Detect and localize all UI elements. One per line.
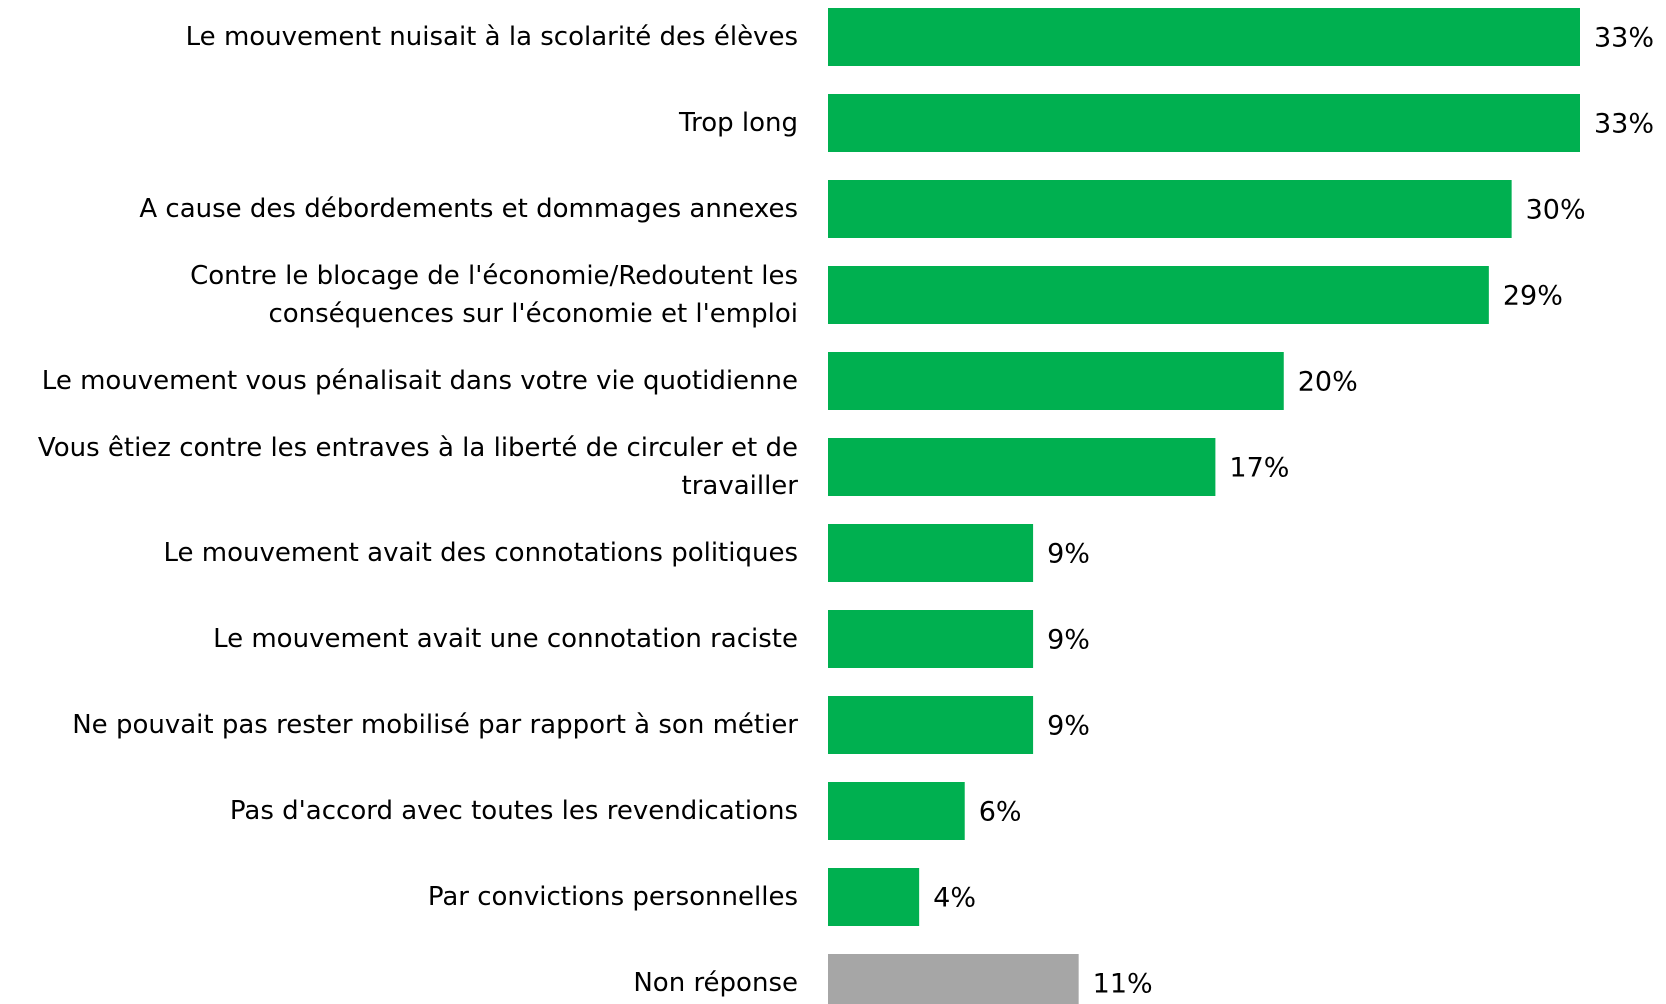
bar — [828, 610, 1034, 668]
category-label: Le mouvement avait des connotations poli… — [163, 538, 799, 568]
value-label: 30% — [1526, 195, 1586, 226]
category-label: Contre le blocage de l'économie/Redouten… — [190, 261, 798, 329]
bar — [828, 696, 1034, 754]
category-label: Le mouvement vous pénalisait dans votre … — [41, 366, 798, 396]
bar — [828, 94, 1580, 152]
bar — [828, 438, 1216, 496]
bar — [828, 524, 1034, 582]
category-label: Trop long — [679, 108, 798, 138]
category-label: Ne pouvait pas rester mobilisé par rappo… — [72, 710, 798, 740]
category-label: Par convictions personnelles — [427, 882, 798, 912]
category-label: Le mouvement nuisait à la scolarité des … — [185, 22, 798, 52]
value-label: 33% — [1594, 23, 1654, 54]
bar — [828, 266, 1489, 324]
value-label: 17% — [1229, 453, 1289, 484]
category-label: A cause des débordements et dommages ann… — [139, 194, 798, 224]
value-label: 29% — [1503, 281, 1563, 312]
value-label: 33% — [1594, 109, 1654, 140]
bar — [828, 954, 1079, 1004]
category-label: Vous êtiez contre les entraves à la libe… — [37, 433, 798, 501]
value-label: 20% — [1298, 367, 1358, 398]
bar — [828, 868, 920, 926]
bar — [828, 782, 965, 840]
value-label: 4% — [933, 883, 976, 914]
category-label: Pas d'accord avec toutes les revendicati… — [229, 796, 798, 826]
value-label: 9% — [1047, 539, 1090, 570]
value-label: 9% — [1047, 711, 1090, 742]
value-label: 11% — [1093, 969, 1153, 1000]
value-label: 6% — [979, 797, 1022, 828]
category-label: Non réponse — [633, 968, 798, 998]
bar — [828, 180, 1512, 238]
bar — [828, 8, 1580, 66]
value-label: 9% — [1047, 625, 1090, 656]
category-label: Le mouvement avait une connotation racis… — [213, 624, 798, 654]
bar — [828, 352, 1284, 410]
